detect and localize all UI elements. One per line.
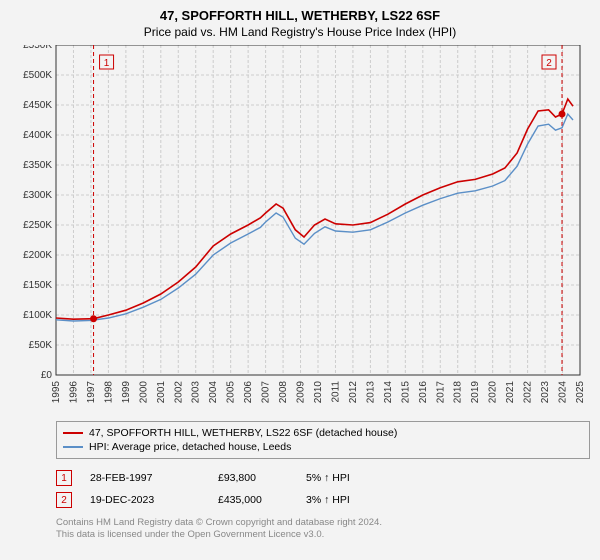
footer-line-1: Contains HM Land Registry data © Crown c… bbox=[56, 517, 576, 529]
chart-plot-area: £0 £50K £100K £150K £200K £250K £300K £350K £400… bbox=[12, 45, 588, 415]
svg-text:2013: 2013 bbox=[365, 381, 376, 404]
marker-row: 2 19-DEC-2023 £435,000 3% ↑ HPI bbox=[56, 489, 576, 511]
svg-text:£400K: £400K bbox=[23, 130, 52, 141]
svg-text:2014: 2014 bbox=[383, 381, 394, 404]
chart-container: 47, SPOFFORTH HILL, WETHERBY, LS22 6SF P… bbox=[0, 0, 600, 560]
svg-text:2025: 2025 bbox=[575, 381, 586, 404]
svg-text:£500K: £500K bbox=[23, 70, 52, 81]
svg-text:2023: 2023 bbox=[540, 381, 551, 404]
svg-text:2005: 2005 bbox=[226, 381, 237, 404]
svg-text:2018: 2018 bbox=[453, 381, 464, 404]
marker-table: 1 28-FEB-1997 £93,800 5% ↑ HPI 2 19-DEC-2023 £… bbox=[56, 467, 576, 511]
svg-text:£0: £0 bbox=[41, 370, 53, 381]
svg-text:2006: 2006 bbox=[243, 381, 254, 404]
svg-text:2017: 2017 bbox=[435, 381, 446, 404]
svg-text:£300K: £300K bbox=[23, 190, 52, 201]
svg-text:2010: 2010 bbox=[313, 381, 324, 404]
svg-text:£200K: £200K bbox=[23, 250, 52, 261]
legend-label: 47, SPOFFORTH HILL, WETHERBY, LS22 6SF (… bbox=[89, 427, 397, 439]
svg-text:1998: 1998 bbox=[103, 381, 114, 404]
svg-text:2015: 2015 bbox=[400, 381, 411, 404]
svg-text:2001: 2001 bbox=[156, 381, 167, 404]
svg-text:2024: 2024 bbox=[558, 381, 569, 404]
svg-text:£550K: £550K bbox=[23, 45, 52, 51]
marker-row-pct: 3% ↑ HPI bbox=[306, 494, 386, 506]
marker-row-price: £93,800 bbox=[218, 472, 288, 484]
svg-text:2016: 2016 bbox=[418, 381, 429, 404]
footer-attribution: Contains HM Land Registry data © Crown c… bbox=[56, 517, 576, 541]
svg-text:2002: 2002 bbox=[173, 381, 184, 404]
legend: 47, SPOFFORTH HILL, WETHERBY, LS22 6SF (… bbox=[56, 421, 590, 459]
svg-text:2004: 2004 bbox=[208, 381, 219, 404]
chart-svg: £0 £50K £100K £150K £200K £250K £300K £350K £400… bbox=[12, 45, 588, 415]
svg-text:£450K: £450K bbox=[23, 100, 52, 111]
marker-row-date: 28-FEB-1997 bbox=[90, 472, 200, 484]
legend-swatch bbox=[63, 446, 83, 448]
legend-item: HPI: Average price, detached house, Leed… bbox=[63, 440, 583, 454]
marker-dot bbox=[90, 315, 97, 322]
chart-title: 47, SPOFFORTH HILL, WETHERBY, LS22 6SF bbox=[12, 8, 588, 23]
svg-text:2: 2 bbox=[546, 58, 552, 69]
legend-item: 47, SPOFFORTH HILL, WETHERBY, LS22 6SF (… bbox=[63, 426, 583, 440]
marker-row-pct: 5% ↑ HPI bbox=[306, 472, 386, 484]
svg-text:1999: 1999 bbox=[121, 381, 132, 404]
svg-text:1: 1 bbox=[104, 58, 110, 69]
svg-text:2021: 2021 bbox=[505, 381, 516, 404]
svg-text:£50K: £50K bbox=[29, 340, 53, 351]
svg-text:2007: 2007 bbox=[261, 381, 272, 404]
legend-swatch bbox=[63, 432, 83, 434]
marker-row-badge: 1 bbox=[56, 470, 72, 486]
svg-text:2011: 2011 bbox=[330, 381, 341, 403]
footer-line-2: This data is licensed under the Open Gov… bbox=[56, 529, 576, 541]
marker-dot bbox=[559, 111, 566, 118]
svg-text:2012: 2012 bbox=[348, 381, 359, 404]
svg-text:2009: 2009 bbox=[296, 381, 307, 404]
svg-text:£350K: £350K bbox=[23, 160, 52, 171]
svg-text:1997: 1997 bbox=[86, 381, 97, 404]
chart-subtitle: Price paid vs. HM Land Registry's House … bbox=[12, 25, 588, 39]
svg-text:2022: 2022 bbox=[523, 381, 534, 404]
svg-text:1996: 1996 bbox=[68, 381, 79, 404]
svg-text:2003: 2003 bbox=[191, 381, 202, 404]
legend-label: HPI: Average price, detached house, Leed… bbox=[89, 441, 291, 453]
svg-text:£100K: £100K bbox=[23, 310, 52, 321]
svg-text:£250K: £250K bbox=[23, 220, 52, 231]
svg-text:2000: 2000 bbox=[138, 381, 149, 404]
marker-row-date: 19-DEC-2023 bbox=[90, 494, 200, 506]
marker-row-price: £435,000 bbox=[218, 494, 288, 506]
svg-text:£150K: £150K bbox=[23, 280, 52, 291]
marker-row-badge: 2 bbox=[56, 492, 72, 508]
svg-text:2020: 2020 bbox=[488, 381, 499, 404]
svg-text:2019: 2019 bbox=[470, 381, 481, 404]
marker-row: 1 28-FEB-1997 £93,800 5% ↑ HPI bbox=[56, 467, 576, 489]
svg-text:1995: 1995 bbox=[51, 381, 62, 404]
svg-text:2008: 2008 bbox=[278, 381, 289, 404]
